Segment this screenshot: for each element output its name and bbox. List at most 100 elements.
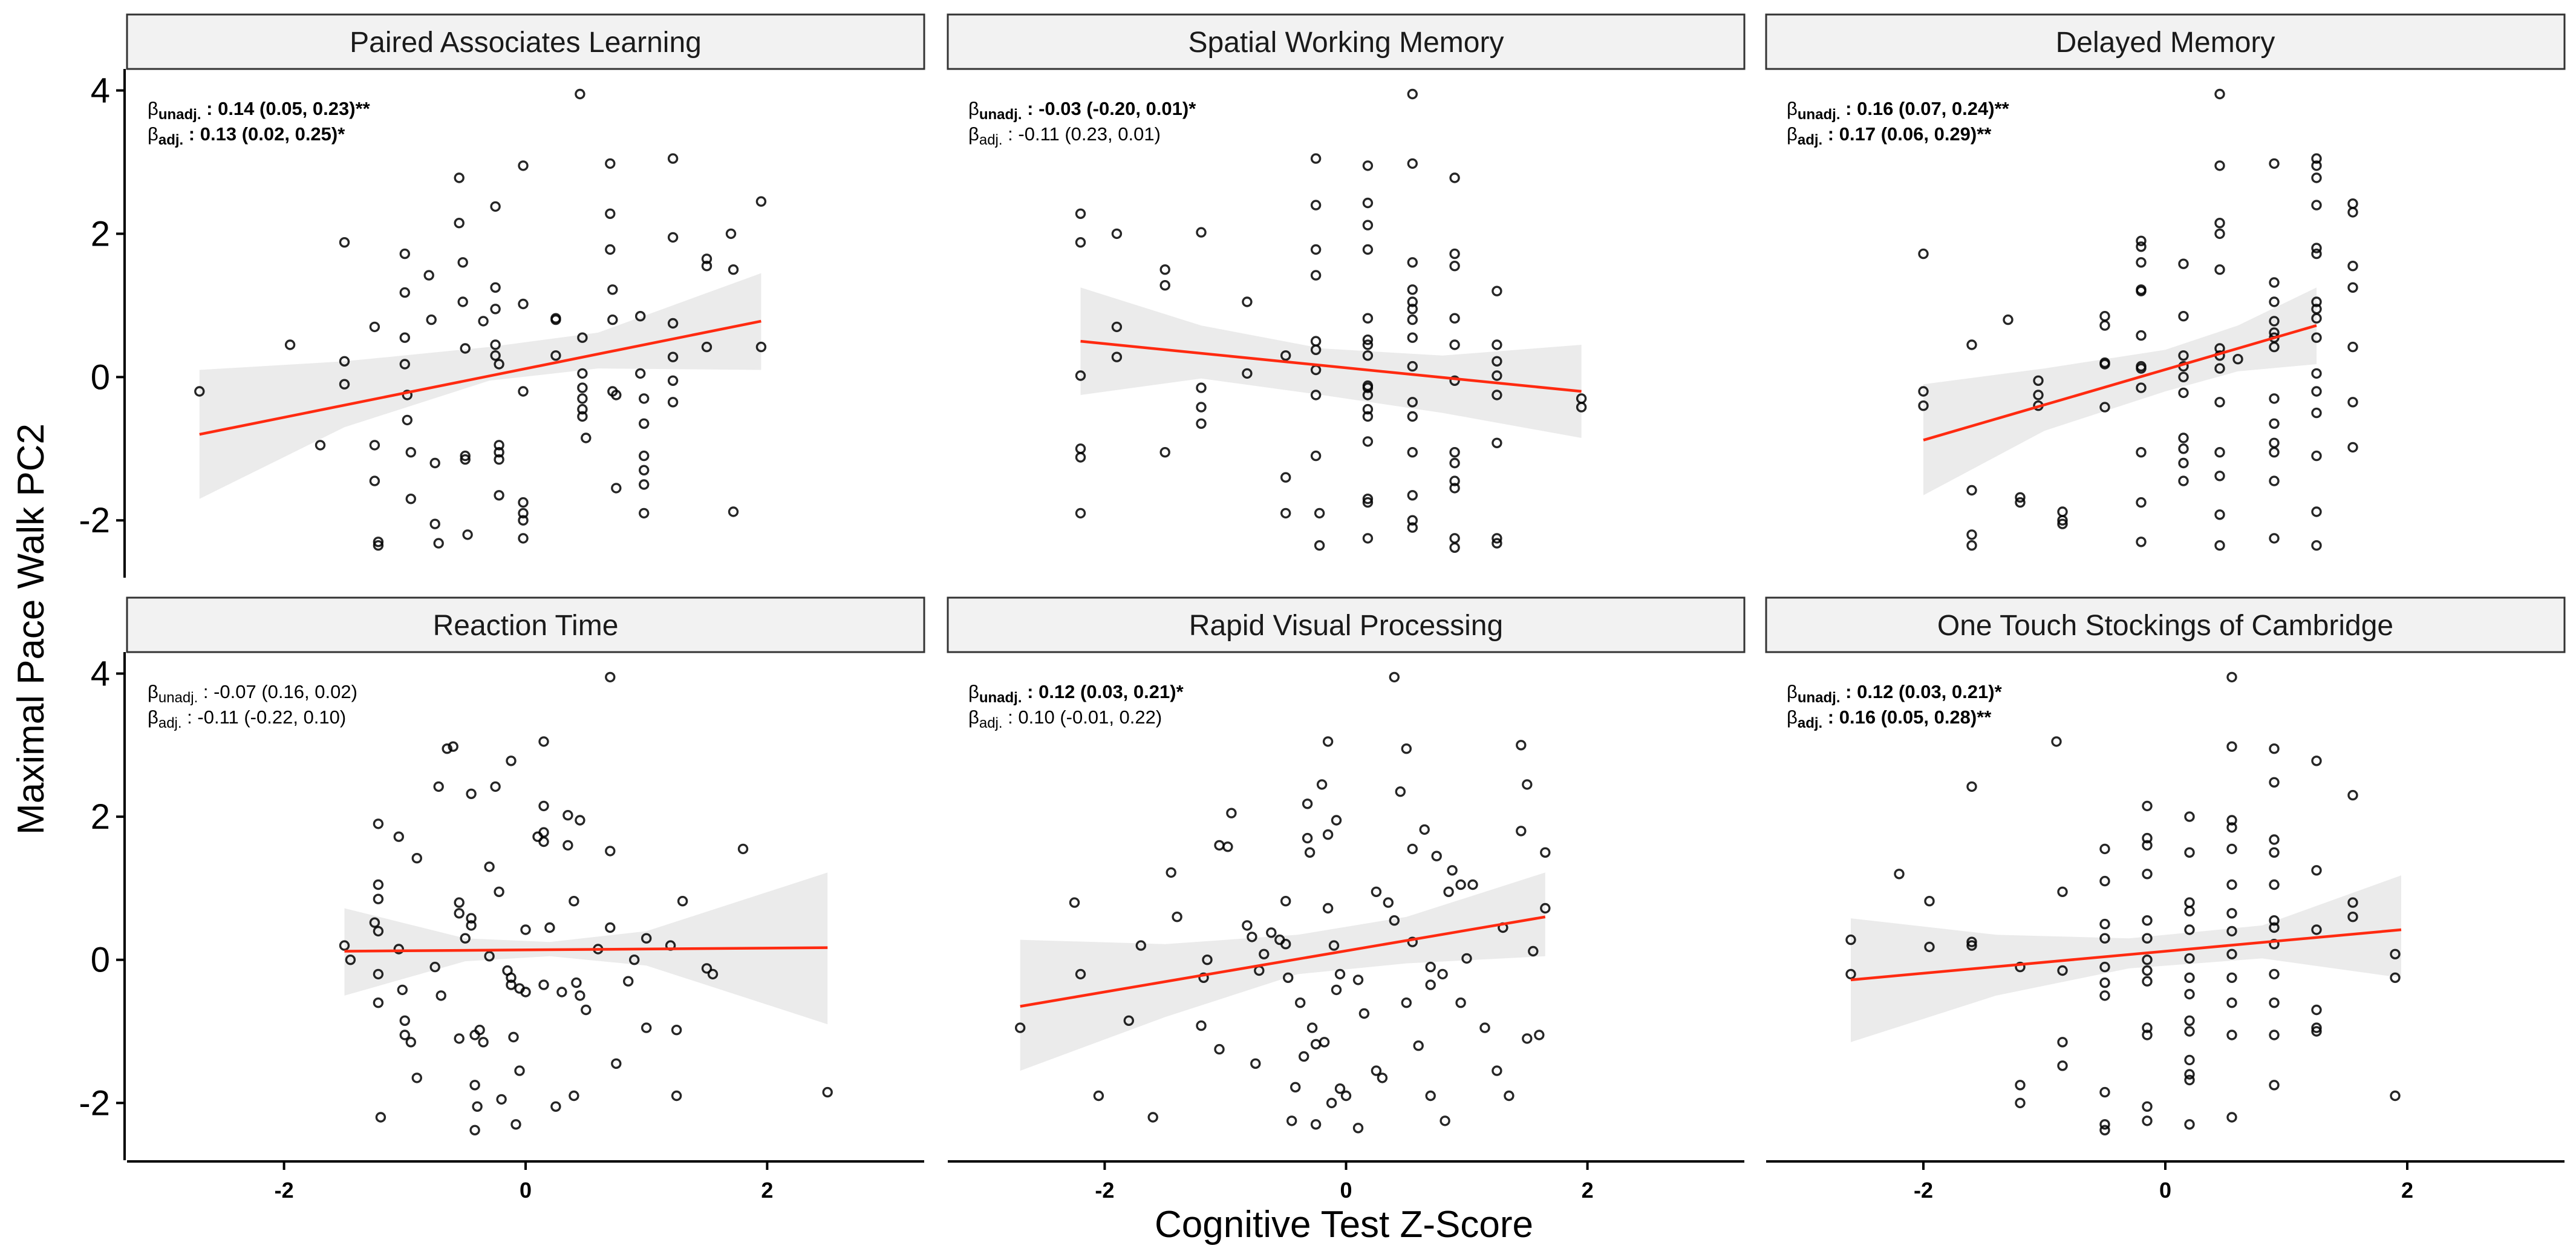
y-tick-label: 0 bbox=[91, 358, 110, 397]
x-axis-title: Cognitive Test Z-Score bbox=[1155, 1204, 1533, 1246]
data-point bbox=[581, 433, 592, 443]
data-point bbox=[2057, 506, 2068, 517]
data-point bbox=[607, 314, 618, 325]
data-point bbox=[2269, 316, 2280, 327]
data-point bbox=[2269, 834, 2280, 845]
data-point bbox=[2099, 320, 2110, 331]
confidence-band bbox=[1851, 875, 2401, 1042]
data-point bbox=[399, 1030, 410, 1040]
data-point bbox=[1362, 494, 1374, 504]
data-point bbox=[339, 379, 350, 390]
data-point bbox=[737, 843, 749, 855]
data-point bbox=[1362, 390, 1374, 400]
data-point bbox=[628, 954, 640, 965]
data-point bbox=[1362, 350, 1374, 361]
data-point bbox=[2226, 997, 2237, 1008]
data-point bbox=[728, 506, 739, 517]
data-point bbox=[490, 201, 501, 212]
data-point bbox=[2269, 968, 2280, 980]
annotation-unadj: βunadj. : 0.12 (0.03, 0.21)* bbox=[968, 681, 1184, 706]
data-point bbox=[728, 264, 739, 275]
annotation-adj: βadj. : 0.17 (0.06, 0.29)** bbox=[1787, 123, 1992, 148]
data-point bbox=[2099, 918, 2110, 930]
data-point bbox=[638, 508, 650, 519]
data-point bbox=[1014, 1022, 1026, 1033]
data-point bbox=[506, 756, 517, 766]
data-point bbox=[605, 846, 616, 857]
annotation-value: 0.14 (0.05, 0.23)** bbox=[218, 98, 371, 119]
data-point bbox=[399, 332, 410, 343]
data-point bbox=[1407, 314, 1418, 325]
data-point bbox=[1966, 781, 1977, 792]
data-point bbox=[1407, 397, 1418, 408]
data-point bbox=[2033, 375, 2044, 386]
data-point bbox=[405, 1037, 416, 1048]
data-point bbox=[577, 403, 588, 415]
beta-symbol: β bbox=[968, 681, 979, 702]
data-point bbox=[1407, 843, 1418, 855]
data-point bbox=[2311, 153, 2322, 164]
beta-symbol: β bbox=[1787, 98, 1798, 119]
data-point bbox=[1966, 936, 1977, 947]
data-point bbox=[1316, 779, 1328, 790]
data-point bbox=[454, 1033, 465, 1044]
data-point bbox=[2099, 1119, 2110, 1130]
data-point bbox=[577, 332, 588, 343]
beta-symbol: β bbox=[1787, 123, 1798, 145]
data-point bbox=[1159, 264, 1170, 275]
data-point bbox=[2142, 1115, 2153, 1126]
data-point bbox=[2214, 447, 2225, 458]
data-point bbox=[2311, 248, 2322, 260]
data-point bbox=[2178, 387, 2189, 399]
confidence-band bbox=[199, 273, 761, 499]
data-point bbox=[667, 318, 679, 329]
data-point bbox=[1407, 522, 1418, 533]
data-point bbox=[478, 316, 489, 327]
data-point bbox=[1924, 941, 1935, 953]
data-point bbox=[2184, 1015, 2195, 1027]
data-point bbox=[2347, 442, 2358, 453]
data-point bbox=[2347, 341, 2358, 353]
data-point bbox=[2015, 1080, 2026, 1091]
data-point bbox=[607, 284, 618, 295]
panel-3: Reaction Time βunadj. : -0.07 (0.16, 0.02… bbox=[126, 596, 925, 1136]
data-point bbox=[490, 339, 501, 350]
data-point bbox=[2184, 1119, 2195, 1130]
fit-line bbox=[199, 319, 761, 436]
data-point bbox=[2051, 736, 2062, 747]
annotation-unadj: βunadj. : 0.16 (0.07, 0.24)** bbox=[1787, 98, 2010, 123]
data-point bbox=[2226, 879, 2237, 890]
data-point bbox=[1918, 386, 1929, 397]
data-point bbox=[1331, 815, 1342, 826]
data-point bbox=[2311, 540, 2322, 551]
x-tick-label: -2 bbox=[275, 1178, 294, 1203]
data-point bbox=[2226, 926, 2237, 937]
data-point bbox=[466, 920, 477, 931]
data-point bbox=[1302, 832, 1313, 844]
data-point bbox=[339, 940, 350, 951]
data-point bbox=[2136, 284, 2147, 295]
data-point bbox=[1310, 450, 1322, 462]
data-point bbox=[373, 537, 384, 547]
x-tick-label: 0 bbox=[2159, 1178, 2171, 1203]
data-point bbox=[1492, 370, 1502, 381]
data-point bbox=[1202, 954, 1213, 965]
data-point bbox=[514, 1065, 525, 1076]
data-point bbox=[538, 836, 549, 847]
data-point bbox=[1075, 968, 1086, 980]
data-point bbox=[393, 831, 404, 842]
data-point bbox=[575, 88, 585, 100]
panel-title: Spatial Working Memory bbox=[1189, 27, 1504, 59]
data-point bbox=[1431, 851, 1442, 861]
data-point bbox=[2142, 915, 2153, 926]
annotation-adj: βadj. : -0.11 (0.23, 0.01) bbox=[968, 123, 1161, 148]
data-point bbox=[2226, 948, 2237, 960]
data-point bbox=[2214, 509, 2225, 520]
data-point bbox=[2269, 277, 2280, 288]
data-point bbox=[411, 1073, 422, 1083]
data-point bbox=[1407, 490, 1418, 501]
data-point bbox=[2311, 160, 2322, 171]
data-point bbox=[373, 893, 384, 904]
data-point bbox=[822, 1086, 833, 1098]
